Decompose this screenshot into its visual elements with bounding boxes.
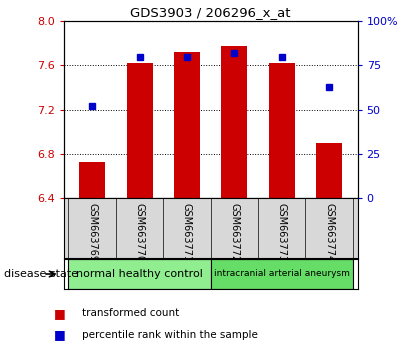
Text: ■: ■ [53,328,65,341]
Bar [174,52,200,198]
Text: intracranial arterial aneurysm: intracranial arterial aneurysm [214,269,350,279]
Title: GDS3903 / 206296_x_at: GDS3903 / 206296_x_at [130,6,291,19]
Text: GSM663770: GSM663770 [134,203,145,262]
Text: normal healthy control: normal healthy control [76,269,203,279]
Text: ■: ■ [53,307,65,320]
Bar [221,46,247,198]
Bar [127,63,152,198]
Bar [79,162,105,198]
Text: GSM663774: GSM663774 [324,203,334,262]
Text: percentile rank within the sample: percentile rank within the sample [82,330,258,339]
Bar [269,63,295,198]
Bar [69,259,211,289]
Bar [211,259,353,289]
Text: GSM663772: GSM663772 [229,203,239,262]
Text: GSM663769: GSM663769 [87,203,97,262]
Text: transformed count: transformed count [82,308,180,318]
Text: disease state: disease state [4,269,78,279]
Bar [316,143,342,198]
Text: GSM663773: GSM663773 [277,203,287,262]
Text: GSM663771: GSM663771 [182,203,192,262]
